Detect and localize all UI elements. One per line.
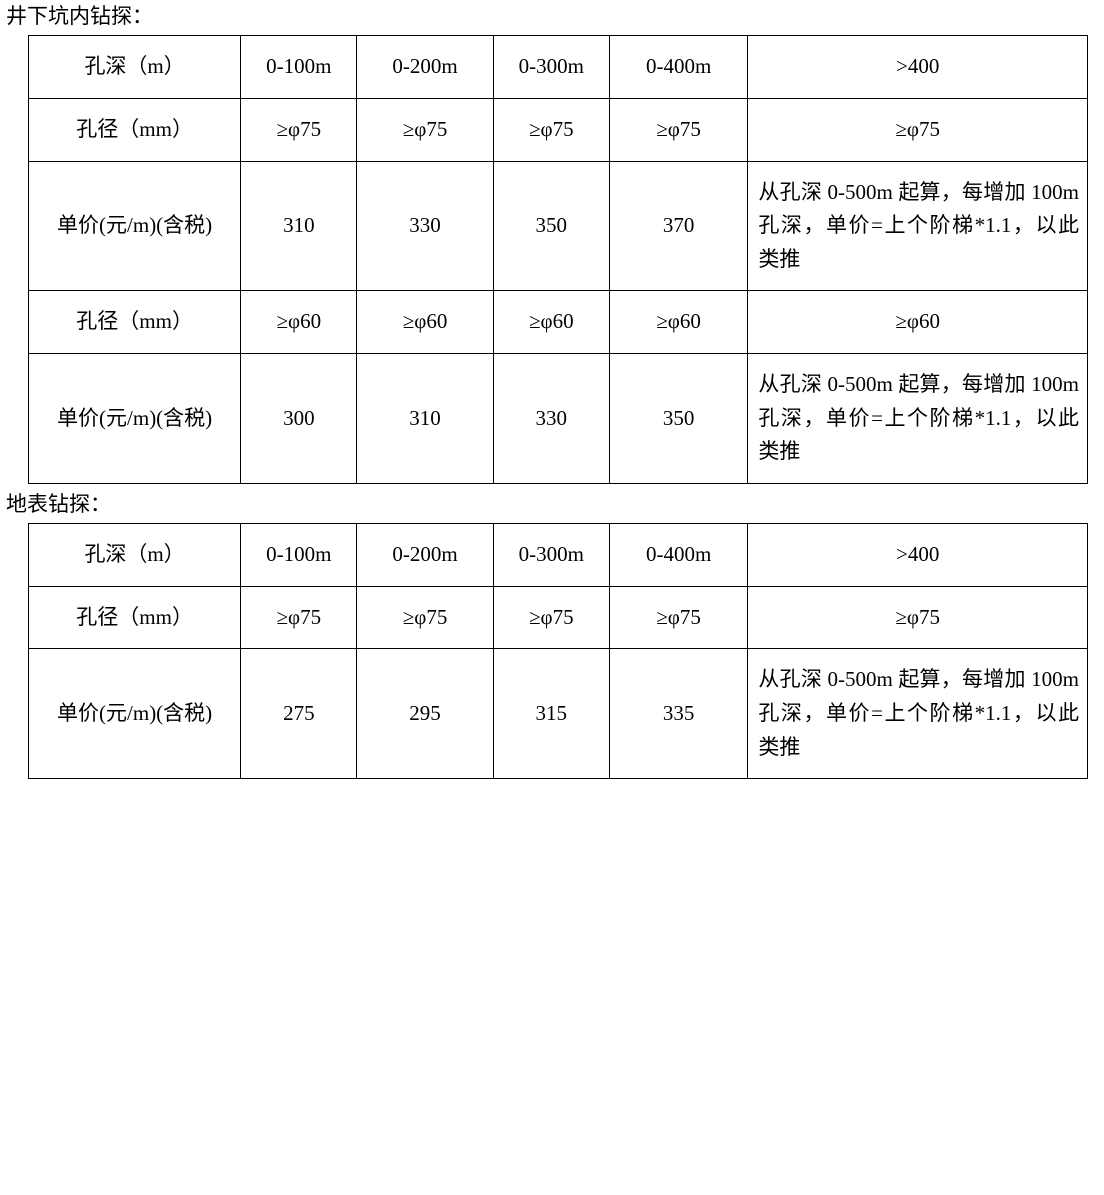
table-cell: 0-200m <box>357 524 493 587</box>
table-cell: 0-100m <box>241 524 357 587</box>
table-cell: ≥φ75 <box>241 586 357 649</box>
table-row: 单价(元/m)(含税) 310 330 350 370 从孔深 0-500m 起… <box>29 161 1088 291</box>
table-row: 孔径（mm） ≥φ75 ≥φ75 ≥φ75 ≥φ75 ≥φ75 <box>29 98 1088 161</box>
table-cell: ≥φ75 <box>748 98 1088 161</box>
table-cell: 孔深（m） <box>29 524 241 587</box>
section-title-underground: 井下坑内钻探： <box>6 2 1098 31</box>
table-cell: 330 <box>357 161 493 291</box>
table-cell: 350 <box>609 353 748 483</box>
table-cell: >400 <box>748 36 1088 99</box>
table-cell: ≥φ75 <box>357 586 493 649</box>
table-cell: 335 <box>609 649 748 779</box>
table-cell: ≥φ75 <box>493 586 609 649</box>
table-cell: ≥φ75 <box>609 98 748 161</box>
table-cell: 单价(元/m)(含税) <box>29 161 241 291</box>
table-cell: 孔深（m） <box>29 36 241 99</box>
table-row: 孔深（m） 0-100m 0-200m 0-300m 0-400m >400 <box>29 524 1088 587</box>
table-cell: ≥φ75 <box>493 98 609 161</box>
table-cell: 孔径（mm） <box>29 586 241 649</box>
table-row: 孔径（mm） ≥φ75 ≥φ75 ≥φ75 ≥φ75 ≥φ75 <box>29 586 1088 649</box>
table-cell: ≥φ60 <box>241 291 357 354</box>
table-cell: ≥φ60 <box>748 291 1088 354</box>
section-title-surface: 地表钻探： <box>6 490 1098 519</box>
table-cell: 350 <box>493 161 609 291</box>
table-cell: ≥φ75 <box>748 586 1088 649</box>
table-cell: 300 <box>241 353 357 483</box>
table-cell: 单价(元/m)(含税) <box>29 649 241 779</box>
table-cell: 370 <box>609 161 748 291</box>
table-cell: 孔径（mm） <box>29 98 241 161</box>
table-cell: ≥φ60 <box>609 291 748 354</box>
table-cell: 315 <box>493 649 609 779</box>
table-row: 单价(元/m)(含税) 300 310 330 350 从孔深 0-500m 起… <box>29 353 1088 483</box>
table-cell: 0-300m <box>493 36 609 99</box>
table-cell: 0-100m <box>241 36 357 99</box>
table-surface: 孔深（m） 0-100m 0-200m 0-300m 0-400m >400 孔… <box>28 523 1088 779</box>
table-cell: ≥φ75 <box>241 98 357 161</box>
table-cell: 275 <box>241 649 357 779</box>
table-row: 孔深（m） 0-100m 0-200m 0-300m 0-400m >400 <box>29 36 1088 99</box>
table-cell: 310 <box>357 353 493 483</box>
table-cell: 0-400m <box>609 36 748 99</box>
table-cell: ≥φ75 <box>357 98 493 161</box>
table-row: 孔径（mm） ≥φ60 ≥φ60 ≥φ60 ≥φ60 ≥φ60 <box>29 291 1088 354</box>
table-cell: 单价(元/m)(含税) <box>29 353 241 483</box>
table-cell: 295 <box>357 649 493 779</box>
table-cell: 从孔深 0-500m 起算，每增加 100m 孔深，单价=上个阶梯*1.1，以此… <box>748 161 1088 291</box>
table-cell: 330 <box>493 353 609 483</box>
table-cell: ≥φ75 <box>609 586 748 649</box>
table-cell: 从孔深 0-500m 起算，每增加 100m 孔深，单价=上个阶梯*1.1，以此… <box>748 649 1088 779</box>
table-cell: >400 <box>748 524 1088 587</box>
table-cell: ≥φ60 <box>357 291 493 354</box>
table-cell: 0-300m <box>493 524 609 587</box>
table-cell: 孔径（mm） <box>29 291 241 354</box>
table-cell: 从孔深 0-500m 起算，每增加 100m 孔深，单价=上个阶梯*1.1，以此… <box>748 353 1088 483</box>
table-cell: 0-200m <box>357 36 493 99</box>
table-cell: 310 <box>241 161 357 291</box>
table-cell: 0-400m <box>609 524 748 587</box>
table-row: 单价(元/m)(含税) 275 295 315 335 从孔深 0-500m 起… <box>29 649 1088 779</box>
table-cell: ≥φ60 <box>493 291 609 354</box>
table-underground: 孔深（m） 0-100m 0-200m 0-300m 0-400m >400 孔… <box>28 35 1088 483</box>
